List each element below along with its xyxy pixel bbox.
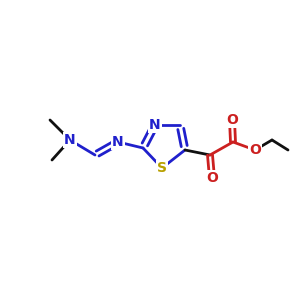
Text: O: O xyxy=(226,113,238,127)
Text: N: N xyxy=(149,118,161,132)
Text: S: S xyxy=(157,161,167,175)
Text: O: O xyxy=(206,171,218,185)
Text: O: O xyxy=(249,143,261,157)
Text: N: N xyxy=(112,135,124,149)
Text: N: N xyxy=(64,133,76,147)
